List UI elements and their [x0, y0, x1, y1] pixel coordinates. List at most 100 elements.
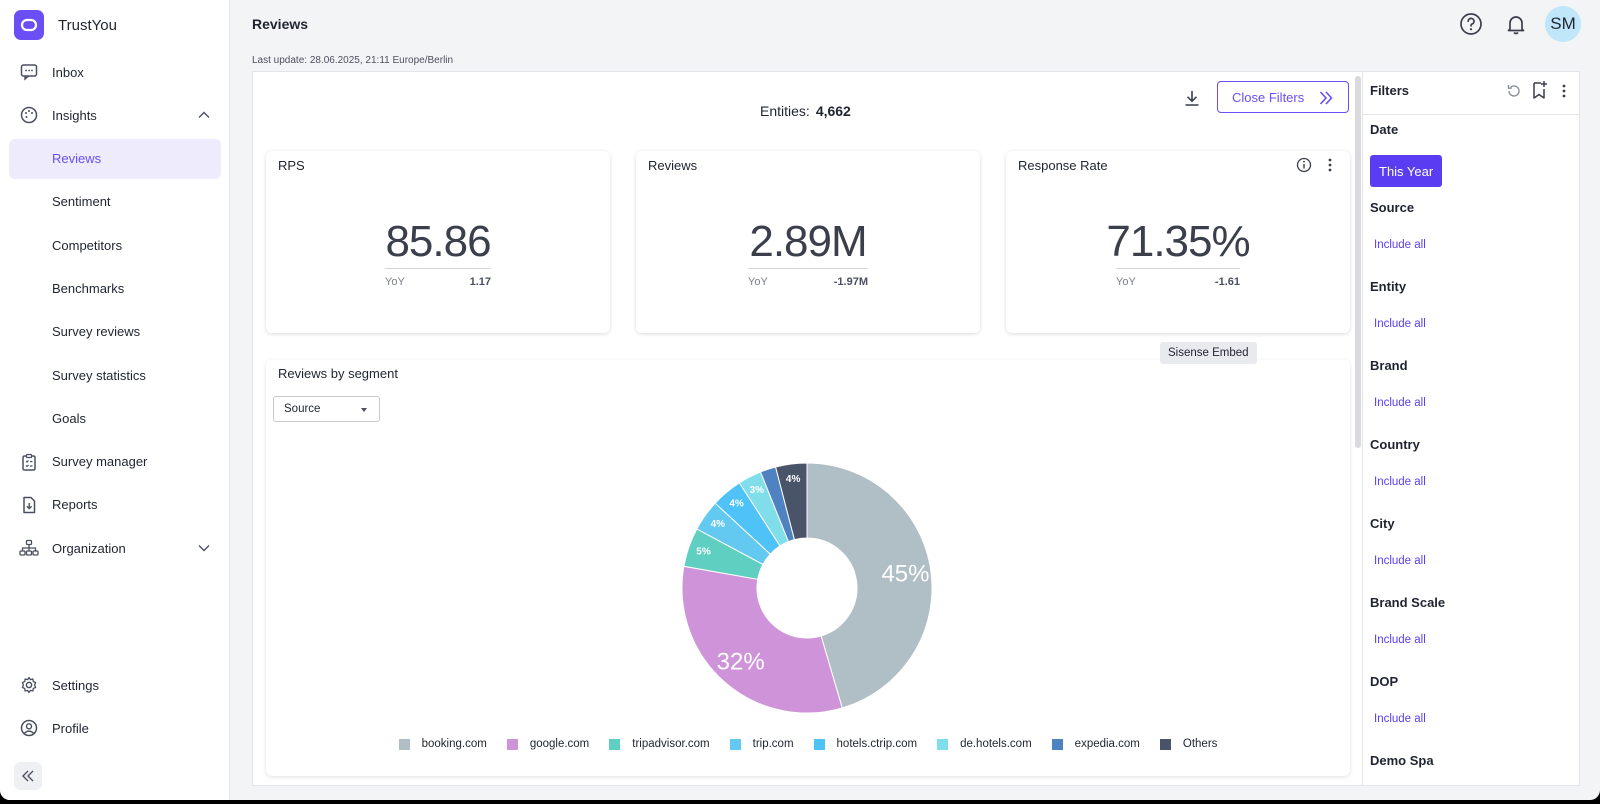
- nav-item-survey-reviews[interactable]: Survey reviews: [9, 312, 221, 352]
- include-all-link[interactable]: Include all: [1374, 713, 1426, 725]
- kpi-value: 85.86: [385, 217, 491, 266]
- download-icon[interactable]: [1182, 88, 1202, 108]
- data-label: 3%: [750, 485, 765, 496]
- include-all-link[interactable]: Include all: [1374, 555, 1426, 567]
- brand[interactable]: TrustYou: [14, 10, 117, 40]
- help-icon[interactable]: [1459, 12, 1483, 36]
- gear-icon: [19, 675, 39, 695]
- nav-item-reviews[interactable]: Reviews: [9, 138, 221, 179]
- kpi-yoy: YoY -1.97M: [748, 268, 868, 288]
- legend-label: trip.com: [752, 738, 794, 750]
- legend-swatch: [1159, 738, 1171, 750]
- yoy-delta: 1.17: [469, 276, 491, 288]
- double-chevron-right-icon: [1319, 91, 1333, 105]
- page-title: Reviews: [252, 16, 309, 32]
- reset-icon[interactable]: [1506, 83, 1522, 99]
- nav-label: Insights: [52, 107, 97, 123]
- nav-item-insights[interactable]: Insights: [9, 95, 221, 135]
- more-vertical-icon[interactable]: [1560, 83, 1568, 99]
- nav-label: Organization: [52, 540, 126, 556]
- nav-item-competitors[interactable]: Competitors: [9, 225, 221, 265]
- sisense-embed-tooltip: Sisense Embed: [1160, 342, 1257, 364]
- trustyou-logo-icon: [14, 10, 44, 40]
- nav-label: Reports: [52, 497, 98, 513]
- nav-label: Survey statistics: [52, 367, 146, 383]
- nav-item-survey-statistics[interactable]: Survey statistics: [9, 355, 221, 395]
- bell-icon[interactable]: [1504, 12, 1528, 36]
- kpi-title: Reviews: [648, 158, 698, 173]
- include-all-link[interactable]: Include all: [1374, 476, 1426, 488]
- info-icon[interactable]: [1296, 157, 1312, 173]
- include-all-link[interactable]: Include all: [1374, 397, 1426, 409]
- sidebar: TrustYou Inbox Insights Reviews Sentimen…: [0, 0, 230, 800]
- legend-swatch: [506, 738, 518, 750]
- donut-slice-others[interactable]: [774, 462, 808, 541]
- segment-dimension-select[interactable]: Source: [273, 396, 380, 422]
- data-label: 4%: [711, 519, 726, 530]
- legend-item[interactable]: Others: [1159, 738, 1217, 750]
- filter-section-country: Country: [1370, 437, 1420, 452]
- include-all-link[interactable]: Include all: [1374, 634, 1426, 646]
- bookmark-add-icon[interactable]: [1531, 80, 1549, 100]
- bottom-nav: Settings Profile: [0, 665, 230, 752]
- org-chart-icon: [19, 538, 39, 558]
- filter-section-source: Source: [1370, 200, 1415, 215]
- nav-item-profile[interactable]: Profile: [9, 708, 221, 748]
- data-label: 45%: [881, 560, 929, 587]
- filter-section-city: City: [1370, 516, 1395, 531]
- nav-item-goals[interactable]: Goals: [9, 398, 221, 438]
- entities-count: Entities: 4,662: [760, 103, 851, 119]
- nav-item-settings[interactable]: Settings: [9, 665, 221, 705]
- last-update-text: Last update: 28.06.2025, 21:11 Europe/Be…: [252, 55, 454, 66]
- filter-section-date: Date: [1370, 122, 1399, 137]
- nav-label: Survey reviews: [52, 324, 141, 340]
- legend-item[interactable]: google.com: [506, 738, 589, 750]
- nav-item-survey-manager[interactable]: Survey manager: [9, 442, 221, 482]
- include-all-link[interactable]: Include all: [1374, 318, 1426, 330]
- chevron-down-icon[interactable]: [197, 541, 211, 555]
- data-label: 32%: [717, 649, 765, 676]
- nav-item-benchmarks[interactable]: Benchmarks: [9, 268, 221, 308]
- kpi-value: 71.35%: [1106, 217, 1250, 266]
- nav-item-organization[interactable]: Organization: [9, 528, 221, 568]
- nav-item-inbox[interactable]: Inbox: [9, 52, 221, 92]
- legend-label: de.hotels.com: [960, 738, 1032, 750]
- nav-label: Inbox: [52, 64, 84, 80]
- include-all-link[interactable]: Include all: [1374, 239, 1426, 251]
- legend-item[interactable]: tripadvisor.com: [609, 738, 710, 750]
- main-nav: Inbox Insights Reviews Sentiment Competi…: [0, 52, 230, 572]
- legend-swatch: [729, 738, 741, 750]
- nav-item-reports[interactable]: Reports: [9, 485, 221, 525]
- legend-item[interactable]: trip.com: [729, 738, 794, 750]
- legend-swatch: [1051, 738, 1063, 750]
- segment-title: Reviews by segment: [278, 366, 398, 381]
- filter-section-brand: Brand: [1370, 358, 1408, 373]
- legend-swatch: [398, 738, 410, 750]
- reviews-by-segment-card: Reviews by segment Source 45% 32% 5% 4% 4% 3%…: [266, 360, 1350, 776]
- data-label: 4%: [786, 474, 801, 485]
- date-chip-this-year[interactable]: This Year: [1370, 155, 1443, 187]
- avatar[interactable]: SM: [1545, 6, 1581, 42]
- chevron-up-icon[interactable]: [197, 108, 211, 122]
- legend-item[interactable]: hotels.ctrip.com: [813, 738, 917, 750]
- nav-item-sentiment[interactable]: Sentiment: [9, 182, 221, 222]
- palette-icon: [19, 105, 39, 125]
- legend-item[interactable]: expedia.com: [1051, 738, 1140, 750]
- data-label: 5%: [696, 547, 711, 558]
- dashboard-scrollbar[interactable]: [1355, 76, 1361, 448]
- legend-item[interactable]: de.hotels.com: [937, 738, 1032, 750]
- donut-slice-google-com[interactable]: [681, 565, 843, 714]
- donut-slice-booking-com[interactable]: [806, 462, 933, 709]
- nav-label: Reviews: [52, 151, 102, 167]
- kpi-value: 2.89M: [749, 217, 867, 266]
- entities-label: Entities:: [760, 103, 810, 119]
- collapse-sidebar-button[interactable]: [14, 762, 42, 790]
- user-circle-icon: [19, 718, 39, 738]
- filters-panel: Filters Date This Year Source Include all…: [1363, 71, 1580, 786]
- filters-title: Filters: [1370, 83, 1410, 98]
- yoy-delta: -1.61: [1214, 276, 1240, 288]
- close-filters-button[interactable]: Close Filters: [1217, 81, 1349, 113]
- nav-label: Sentiment: [52, 194, 111, 210]
- legend-item[interactable]: booking.com: [398, 738, 487, 750]
- more-vertical-icon[interactable]: [1324, 157, 1336, 173]
